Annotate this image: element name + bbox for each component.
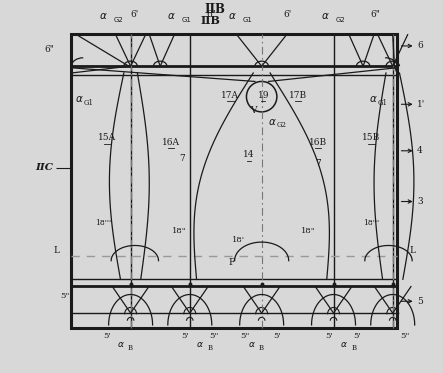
Text: B: B (208, 344, 213, 352)
Text: 5": 5" (60, 292, 70, 300)
Text: $\alpha$: $\alpha$ (196, 340, 204, 349)
Text: 17A: 17A (222, 91, 239, 100)
Text: G1: G1 (242, 17, 252, 23)
Text: L: L (53, 246, 59, 255)
Text: 14: 14 (243, 150, 255, 159)
Text: G2: G2 (277, 122, 287, 129)
Text: 5': 5' (326, 332, 333, 340)
Text: 18''': 18''' (364, 219, 380, 227)
Text: 1': 1' (417, 100, 425, 109)
Text: 6: 6 (417, 41, 423, 50)
Text: 16A: 16A (162, 138, 180, 147)
Text: 18''': 18''' (96, 219, 112, 227)
Text: V: V (250, 106, 256, 115)
Text: 6": 6" (206, 10, 216, 19)
Text: $\alpha$: $\alpha$ (99, 11, 108, 21)
Text: 16B: 16B (309, 138, 327, 147)
Text: 7: 7 (180, 154, 186, 163)
Text: 15B: 15B (362, 133, 381, 142)
Text: 6": 6" (371, 10, 381, 19)
Text: 5": 5" (209, 332, 218, 340)
Text: 5': 5' (354, 332, 361, 340)
Text: F: F (229, 258, 235, 267)
Text: $\alpha$: $\alpha$ (75, 94, 83, 104)
Text: 19: 19 (257, 91, 269, 100)
Text: 18": 18" (172, 227, 187, 235)
Text: B: B (128, 344, 133, 352)
Text: G1: G1 (83, 99, 93, 107)
Text: IIB: IIB (205, 3, 225, 16)
Text: $\alpha$: $\alpha$ (321, 11, 330, 21)
Text: 5: 5 (417, 297, 423, 306)
Text: 4: 4 (417, 146, 423, 155)
Text: $\alpha$: $\alpha$ (117, 340, 124, 349)
Text: $\alpha$: $\alpha$ (340, 340, 348, 349)
Text: 6': 6' (131, 10, 139, 19)
Text: 18": 18" (301, 227, 315, 235)
Text: G1: G1 (181, 17, 191, 23)
Text: $\alpha$: $\alpha$ (248, 340, 256, 349)
Text: 15A: 15A (98, 133, 116, 142)
Text: 5": 5" (240, 332, 249, 340)
Text: 5": 5" (401, 332, 410, 340)
Text: 7: 7 (315, 159, 321, 168)
Text: 3: 3 (417, 197, 423, 206)
Text: B: B (259, 344, 264, 352)
Text: IIB: IIB (201, 15, 221, 26)
Text: $\alpha$: $\alpha$ (228, 11, 237, 21)
Text: G2: G2 (335, 17, 345, 23)
Text: L: L (409, 246, 415, 255)
Text: 6': 6' (283, 10, 291, 19)
Text: 5': 5' (103, 332, 111, 340)
Text: $\alpha$: $\alpha$ (268, 117, 277, 127)
Text: 6": 6" (45, 45, 54, 54)
Text: $\alpha$: $\alpha$ (369, 94, 378, 104)
Text: 17B: 17B (289, 91, 307, 100)
Text: G2: G2 (114, 17, 124, 23)
Text: B: B (351, 344, 356, 352)
Text: $\alpha$: $\alpha$ (167, 11, 175, 21)
Text: IIC: IIC (35, 163, 53, 172)
Text: 5': 5' (182, 332, 190, 340)
Text: 18': 18' (232, 236, 245, 244)
Text: G1: G1 (377, 99, 388, 107)
Text: 5': 5' (273, 332, 281, 340)
